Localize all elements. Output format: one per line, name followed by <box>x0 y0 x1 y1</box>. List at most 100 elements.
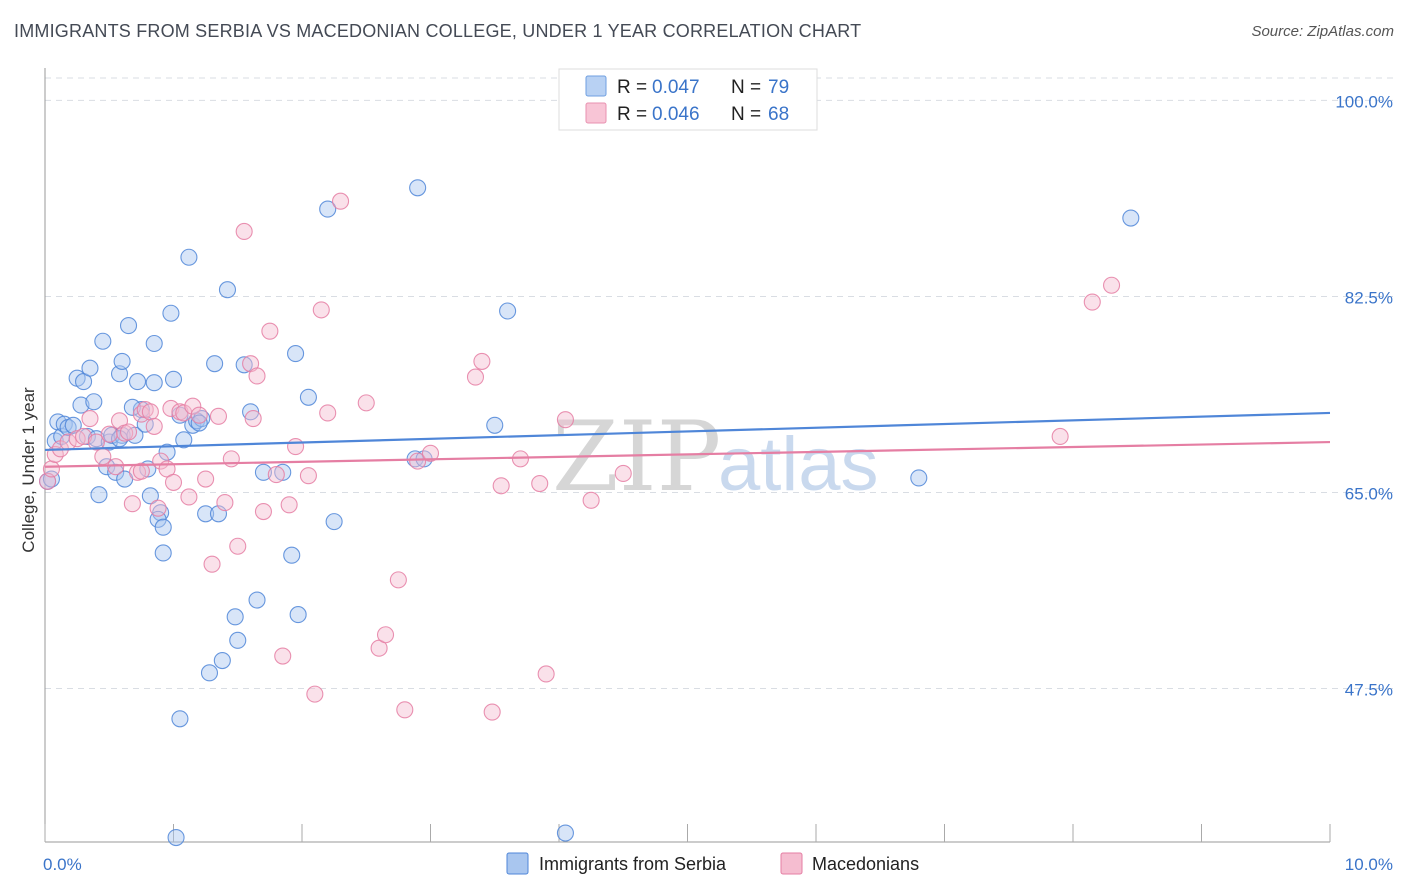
trend-line-serbia <box>44 411 1331 452</box>
point-macedonians <box>287 438 305 456</box>
point-macedonians <box>319 404 337 422</box>
chart-title: IMMIGRANTS FROM SERBIA VS MACEDONIAN COL… <box>14 21 862 41</box>
point-serbia <box>171 710 189 728</box>
point-macedonians <box>81 410 99 428</box>
point-macedonians <box>531 474 549 493</box>
point-macedonians <box>42 460 60 478</box>
legend-r-value-serbia: 0.047 <box>652 77 700 98</box>
y-tick-label: 100.0% <box>1335 92 1393 111</box>
point-serbia <box>556 824 574 842</box>
point-macedonians <box>389 571 407 589</box>
legend-r-label-serbia: R = <box>617 77 647 98</box>
point-macedonians <box>299 467 317 485</box>
point-macedonians <box>312 301 330 319</box>
point-macedonians <box>162 399 180 418</box>
legend-bottom: Immigrants from Serbia Macedonians <box>506 852 919 875</box>
point-serbia <box>175 431 193 449</box>
point-macedonians <box>261 322 279 340</box>
legend-r-value-macedonians: 0.046 <box>652 104 700 125</box>
point-serbia <box>90 486 108 504</box>
axes <box>44 68 1331 843</box>
bottom-legend-label-serbia: Immigrants from Serbia <box>539 854 727 874</box>
point-serbia <box>167 828 185 847</box>
point-macedonians <box>244 410 262 428</box>
point-serbia <box>299 388 317 406</box>
point-serbia <box>283 546 301 564</box>
y-tick-label: 82.5% <box>1345 288 1393 307</box>
point-serbia <box>229 631 247 649</box>
legend-n-value-macedonians: 68 <box>768 104 789 125</box>
point-serbia <box>152 504 170 522</box>
point-serbia <box>218 281 237 299</box>
point-serbia <box>154 544 172 562</box>
point-macedonians <box>614 464 632 482</box>
point-macedonians <box>209 407 228 425</box>
point-serbia <box>145 374 163 392</box>
point-macedonians <box>1051 427 1069 446</box>
point-serbia <box>213 651 231 670</box>
point-serbia <box>486 416 504 434</box>
point-macedonians <box>119 423 138 441</box>
point-macedonians <box>396 701 414 719</box>
point-serbia <box>113 352 131 370</box>
point-macedonians <box>184 397 202 415</box>
point-macedonians <box>68 430 86 448</box>
bottom-legend-swatch-serbia <box>506 852 529 875</box>
point-macedonians <box>483 703 501 721</box>
trend-lines <box>44 411 1331 468</box>
point-macedonians <box>75 427 93 446</box>
point-serbia <box>164 370 183 388</box>
point-serbia <box>85 393 103 411</box>
bottom-legend-label-macedonians: Macedonians <box>812 854 919 874</box>
point-serbia <box>226 608 244 626</box>
point-macedonians <box>537 665 555 683</box>
point-macedonians <box>1103 276 1121 294</box>
y-tick-labels: 100.0% 82.5% 65.0% 47.5% <box>1335 92 1393 699</box>
point-serbia <box>206 355 224 373</box>
source-credit: Source: ZipAtlas.com <box>1251 23 1394 40</box>
legend-n-label-macedonians: N = <box>731 104 761 125</box>
point-serbia <box>180 248 198 266</box>
point-serbia <box>325 513 343 531</box>
x-tick-labels: 0.0% 10.0% <box>43 855 1393 874</box>
point-serbia <box>145 334 163 353</box>
point-macedonians <box>180 488 198 506</box>
point-macedonians <box>149 499 167 517</box>
watermark-atlas: atlas <box>718 422 879 507</box>
grid-lines <box>45 77 1395 690</box>
point-macedonians <box>556 411 574 429</box>
point-serbia <box>81 359 99 377</box>
point-serbia <box>162 304 180 322</box>
point-macedonians <box>466 368 485 386</box>
point-macedonians <box>280 496 298 514</box>
y-tick-label: 47.5% <box>1345 681 1393 700</box>
legend-r-label-macedonians: R = <box>617 104 647 125</box>
trend-line-macedonians <box>44 440 1331 468</box>
point-macedonians <box>1083 293 1101 311</box>
point-macedonians <box>145 417 163 435</box>
point-macedonians <box>107 458 125 476</box>
point-serbia <box>141 487 159 505</box>
point-serbia <box>289 606 307 624</box>
point-macedonians <box>132 462 150 480</box>
point-serbia <box>128 373 147 391</box>
point-serbia <box>123 398 141 416</box>
point-macedonians <box>357 394 375 412</box>
point-serbia <box>64 416 82 434</box>
point-macedonians <box>123 495 141 513</box>
point-macedonians <box>248 367 266 385</box>
point-serbia <box>910 469 928 487</box>
point-serbia <box>274 463 292 481</box>
point-serbia <box>158 443 176 461</box>
point-macedonians <box>421 444 440 462</box>
point-macedonians <box>409 452 427 470</box>
point-macedonians <box>222 450 240 468</box>
point-serbia <box>119 317 138 335</box>
legend-swatch-macedonians <box>585 102 607 124</box>
point-serbia <box>248 591 266 609</box>
bottom-legend-swatch-macedonians <box>780 852 803 875</box>
point-macedonians <box>254 502 273 521</box>
point-macedonians <box>274 647 292 665</box>
point-macedonians <box>216 494 234 512</box>
